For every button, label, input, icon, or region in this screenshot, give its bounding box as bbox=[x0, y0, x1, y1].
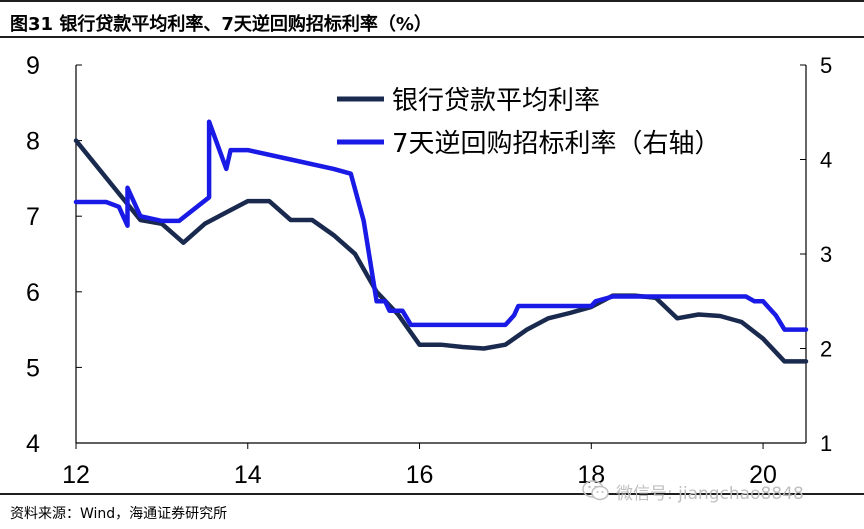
title-bar: 图31 银行贷款平均利率、7天逆回购招标利率（%） bbox=[0, 0, 864, 38]
chart-series bbox=[73, 119, 809, 364]
x-tick-label: 20 bbox=[749, 461, 777, 489]
watermark-text: 微信号: jiangchao8848 bbox=[616, 483, 804, 504]
right-tick-label: 1 bbox=[820, 431, 832, 456]
wechat-icon bbox=[582, 480, 609, 501]
loan-rate-line bbox=[73, 138, 809, 364]
left-tick-label: 6 bbox=[26, 279, 40, 307]
x-tick-label: 12 bbox=[62, 461, 90, 489]
right-tick-label: 4 bbox=[820, 148, 832, 173]
x-tick-label: 16 bbox=[406, 461, 434, 489]
right-tick-label: 3 bbox=[820, 242, 832, 267]
legend-label: 银行贷款平均利率 bbox=[392, 86, 600, 116]
left-tick-label: 4 bbox=[26, 430, 40, 458]
x-tick-label: 14 bbox=[234, 461, 262, 489]
source-bar: 资料来源：Wind，海通证券研究所 bbox=[0, 493, 864, 529]
right-tick-label: 2 bbox=[820, 337, 832, 362]
source-note: 资料来源：Wind，海通证券研究所 bbox=[10, 506, 228, 522]
left-tick-label: 7 bbox=[26, 203, 40, 231]
left-tick-label: 9 bbox=[26, 52, 40, 80]
legend-label: 7天逆回购招标利率（右轴） bbox=[392, 129, 721, 159]
watermark: 微信号: jiangchao8848 bbox=[582, 476, 854, 506]
chart-legend: 银行贷款平均利率 7天逆回购招标利率（右轴） bbox=[337, 86, 721, 159]
chart-title: 图31 银行贷款平均利率、7天逆回购招标利率（%） bbox=[10, 14, 432, 35]
right-tick-label: 5 bbox=[820, 53, 832, 78]
left-tick-label: 8 bbox=[26, 128, 40, 156]
left-tick-label: 5 bbox=[26, 354, 40, 382]
repo-rate-line bbox=[73, 119, 809, 332]
